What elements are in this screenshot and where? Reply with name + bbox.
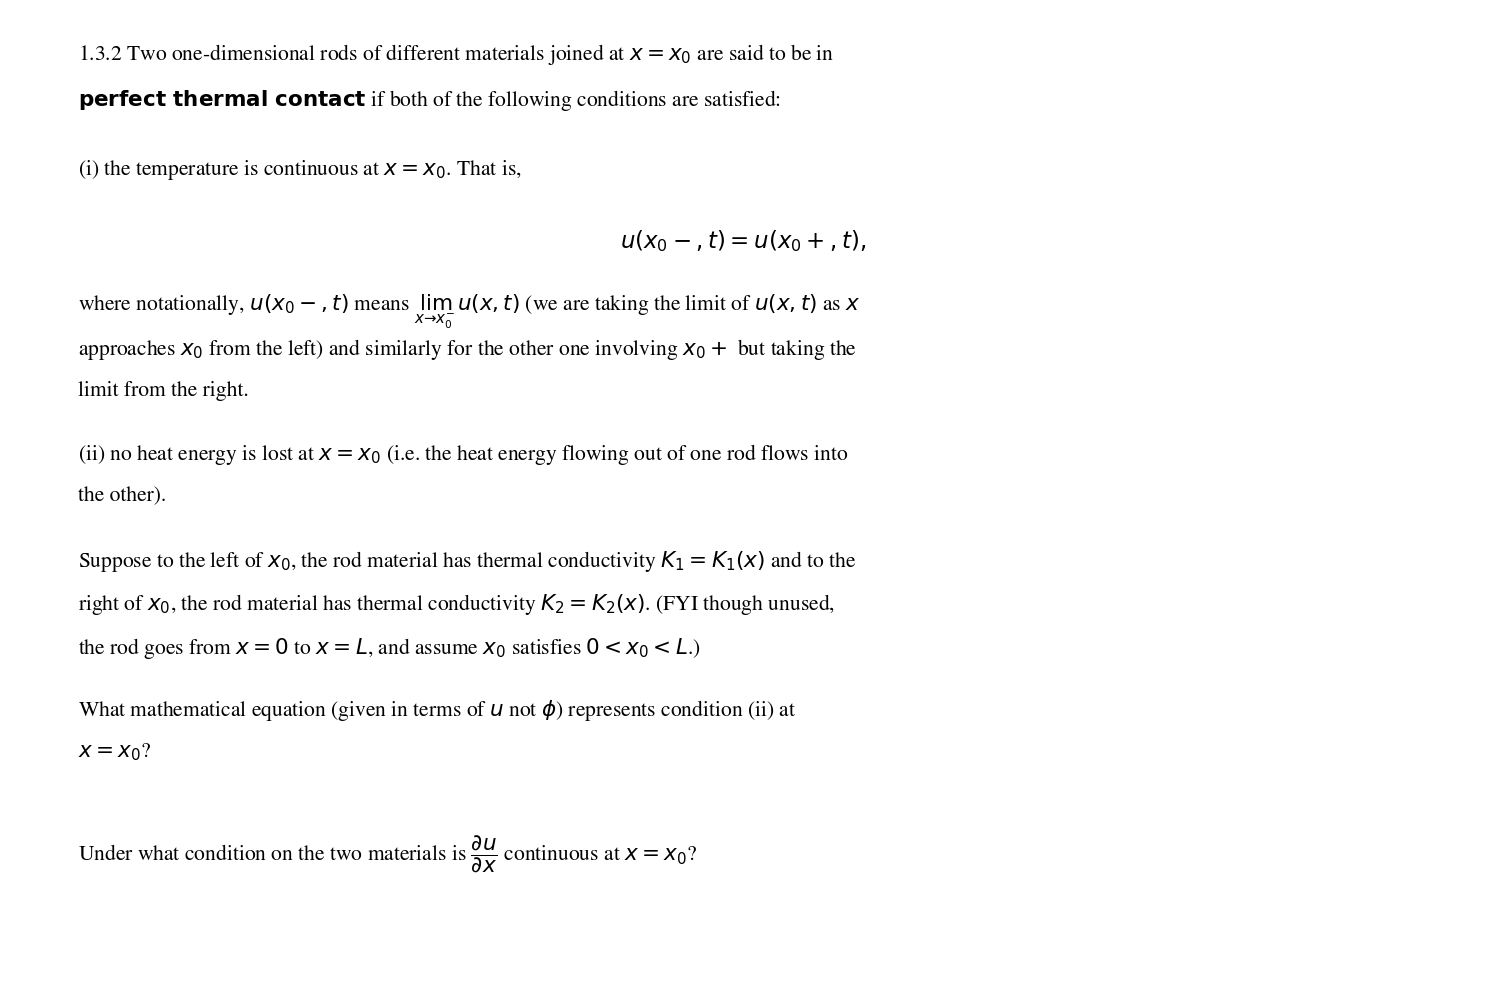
Text: Under what condition on the two materials is $\dfrac{\partial u}{\partial x}$ co: Under what condition on the two material… [77,834,697,875]
Text: approaches $x_0$ from the left) and similarly for the other one involving $x_0+$: approaches $x_0$ from the left) and simi… [77,337,856,362]
Text: (i) the temperature is continuous at $x = x_0$. That is,: (i) the temperature is continuous at $x … [77,158,522,182]
Text: the other).: the other). [77,486,166,506]
Text: 1.3.2 Two one-dimensional rods of different materials joined at $x = x_0$ are sa: 1.3.2 Two one-dimensional rods of differ… [77,41,834,67]
Text: $x = x_0$?: $x = x_0$? [77,742,152,763]
Text: $\bf{perfect\ thermal\ contact}$ if both of the following conditions are satisfi: $\bf{perfect\ thermal\ contact}$ if both… [77,89,780,114]
Text: limit from the right.: limit from the right. [77,381,248,401]
Text: What mathematical equation (given in terms of $u$ not $\phi$) represents conditi: What mathematical equation (given in ter… [77,698,796,723]
Text: (ii) no heat energy is lost at $x = x_0$ (i.e. the heat energy flowing out of on: (ii) no heat energy is lost at $x = x_0$… [77,443,849,468]
Text: where notationally, $u(x_0-, t)$ means $\lim_{x \to x_0^-} u(x,t)$ (we are takin: where notationally, $u(x_0-, t)$ means $… [77,293,860,332]
Text: Suppose to the left of $x_0$, the rod material has thermal conductivity $K_1 = K: Suppose to the left of $x_0$, the rod ma… [77,548,856,574]
Text: $u(x_0-, t) = u(x_0+, t),$: $u(x_0-, t) = u(x_0+, t),$ [620,228,866,254]
Text: the rod goes from $x = 0$ to $x = L$, and assume $x_0$ satisfies $0 < x_0 < L$.): the rod goes from $x = 0$ to $x = L$, an… [77,636,700,661]
Text: right of $x_0$, the rod material has thermal conductivity $K_2 = K_2(x)$. (FYI t: right of $x_0$, the rod material has the… [77,593,835,618]
